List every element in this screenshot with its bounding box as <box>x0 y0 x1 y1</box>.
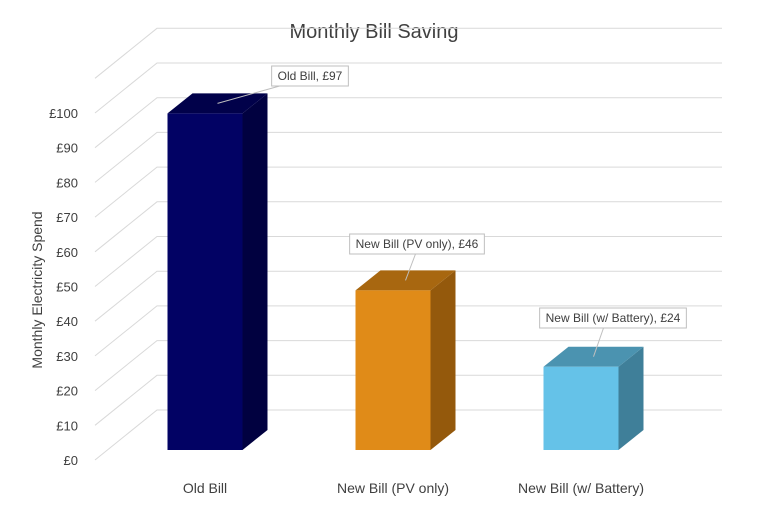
y-tick-label: £90 <box>56 141 78 156</box>
data-label-box <box>539 307 687 329</box>
gridline <box>94 201 722 253</box>
bar-side <box>242 93 268 450</box>
x-category-label: New Bill (PV only) <box>337 480 449 496</box>
gridlines <box>94 27 722 461</box>
data-label-box <box>271 65 349 87</box>
y-tick-label: £20 <box>56 384 78 399</box>
y-tick-label: £50 <box>56 280 78 295</box>
data-label: New Bill (PV only), £46 <box>349 233 485 281</box>
data-label-leader <box>405 253 416 281</box>
bar-side <box>430 270 456 450</box>
bars <box>167 93 644 450</box>
gridline <box>94 131 722 183</box>
gridline <box>94 27 722 79</box>
gridline <box>94 97 722 149</box>
bar <box>167 113 243 450</box>
chart-title: Monthly Bill Saving <box>290 21 459 43</box>
y-tick-label: £0 <box>64 453 78 468</box>
y-tick-label: £10 <box>56 418 78 433</box>
x-category-label: New Bill (w/ Battery) <box>518 480 644 496</box>
data-label: Old Bill, £97 <box>217 65 349 104</box>
data-label-text: New Bill (w/ Battery), £24 <box>546 311 681 325</box>
gridline <box>94 62 722 114</box>
bar <box>543 366 619 450</box>
y-tick-label: £40 <box>56 314 78 329</box>
gridline <box>94 374 722 426</box>
y-tick-label: £80 <box>56 175 78 190</box>
gridline <box>94 409 722 461</box>
x-category-label: Old Bill <box>183 480 227 496</box>
bar-side <box>618 346 644 450</box>
bar <box>355 290 431 450</box>
gridline <box>94 166 722 218</box>
y-tick-label: £70 <box>56 210 78 225</box>
gridline <box>94 340 722 391</box>
data-label-text: Old Bill, £97 <box>278 69 343 83</box>
data-label-box <box>349 233 485 255</box>
gridline <box>94 270 722 322</box>
y-axis-label: Monthly Electricity Spend <box>29 211 45 368</box>
data-label-leader <box>217 85 280 104</box>
data-label-text: New Bill (PV only), £46 <box>356 237 479 251</box>
x-axis-categories: Old Bill New Bill (PV only) New Bill (w/ B… <box>183 480 644 496</box>
y-tick-label: £30 <box>56 349 78 364</box>
data-labels: Old Bill, £97 New Bill (PV only), £46 New … <box>217 65 687 357</box>
gridline <box>94 305 722 357</box>
y-axis-ticks: £0 £10 £20 £30 £40 £50 £60 £70 £80 £90 £100 <box>49 106 78 468</box>
data-label: New Bill (w/ Battery), £24 <box>539 307 687 357</box>
gridline <box>94 236 722 287</box>
data-label-leader <box>593 327 604 357</box>
y-tick-label: £100 <box>49 106 78 121</box>
y-tick-label: £60 <box>56 245 78 260</box>
